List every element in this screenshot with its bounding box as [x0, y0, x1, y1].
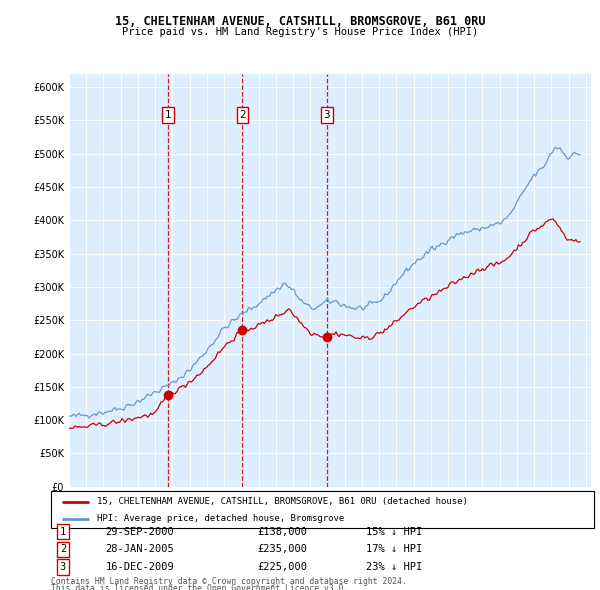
Text: 1: 1	[165, 110, 172, 120]
Text: 2: 2	[239, 110, 246, 120]
Text: 15, CHELTENHAM AVENUE, CATSHILL, BROMSGROVE, B61 0RU (detached house): 15, CHELTENHAM AVENUE, CATSHILL, BROMSGR…	[97, 497, 468, 506]
Text: 1: 1	[60, 527, 66, 536]
Text: 3: 3	[323, 110, 330, 120]
Text: 3: 3	[60, 562, 66, 572]
Text: Contains HM Land Registry data © Crown copyright and database right 2024.: Contains HM Land Registry data © Crown c…	[51, 577, 407, 586]
Text: Price paid vs. HM Land Registry's House Price Index (HPI): Price paid vs. HM Land Registry's House …	[122, 27, 478, 37]
Text: 15, CHELTENHAM AVENUE, CATSHILL, BROMSGROVE, B61 0RU: 15, CHELTENHAM AVENUE, CATSHILL, BROMSGR…	[115, 15, 485, 28]
Text: 16-DEC-2009: 16-DEC-2009	[106, 562, 174, 572]
Text: HPI: Average price, detached house, Bromsgrove: HPI: Average price, detached house, Brom…	[97, 514, 344, 523]
Text: 23% ↓ HPI: 23% ↓ HPI	[366, 562, 422, 572]
Text: This data is licensed under the Open Government Licence v3.0.: This data is licensed under the Open Gov…	[51, 584, 349, 590]
Text: 28-JAN-2005: 28-JAN-2005	[106, 545, 174, 554]
Text: 29-SEP-2000: 29-SEP-2000	[106, 527, 174, 536]
Text: 2: 2	[60, 545, 66, 554]
Text: £235,000: £235,000	[257, 545, 307, 554]
Text: £138,000: £138,000	[257, 527, 307, 536]
Text: 17% ↓ HPI: 17% ↓ HPI	[366, 545, 422, 554]
Text: 15% ↓ HPI: 15% ↓ HPI	[366, 527, 422, 536]
Text: £225,000: £225,000	[257, 562, 307, 572]
FancyBboxPatch shape	[51, 491, 594, 528]
